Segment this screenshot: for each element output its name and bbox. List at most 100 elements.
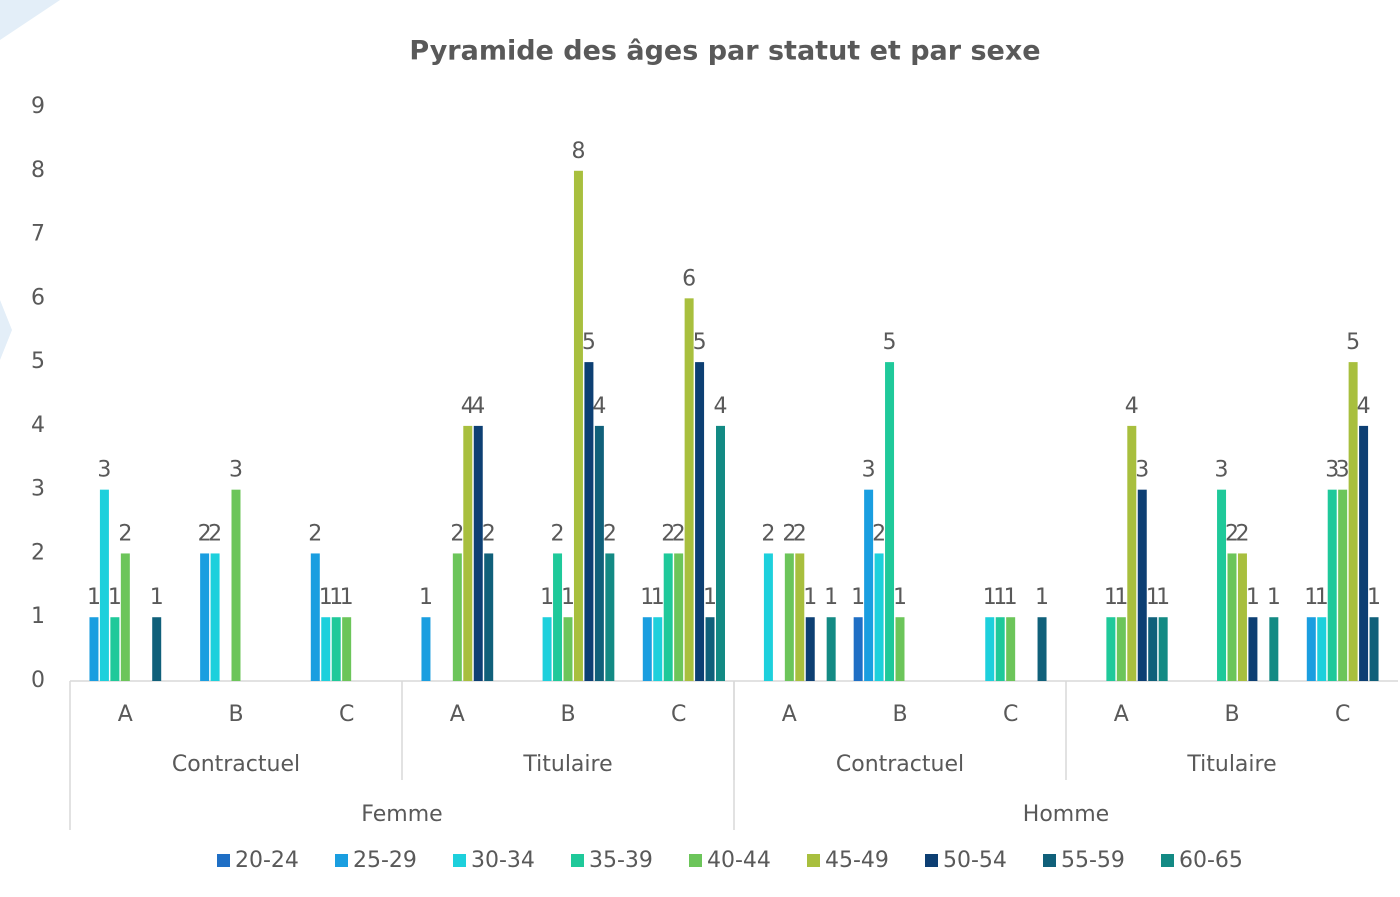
data-label: 2 xyxy=(672,521,686,546)
data-label: 2 xyxy=(761,521,775,546)
bar xyxy=(864,489,874,681)
bar xyxy=(1348,362,1358,681)
bar xyxy=(1148,617,1158,681)
x-tick-label: A xyxy=(450,702,465,727)
decoration xyxy=(0,300,12,360)
legend-label: 35-39 xyxy=(589,848,653,873)
bar xyxy=(1369,617,1379,681)
y-tick-label: 3 xyxy=(31,477,45,502)
data-label: 1 xyxy=(824,585,838,610)
data-label: 5 xyxy=(1346,330,1360,355)
bar xyxy=(874,553,884,681)
data-label: 1 xyxy=(651,585,665,610)
bar xyxy=(895,617,905,681)
legend-swatch xyxy=(1043,854,1056,867)
data-label: 1 xyxy=(1146,585,1160,610)
data-label: 1 xyxy=(540,585,554,610)
data-label: 1 xyxy=(108,585,122,610)
data-label: 1 xyxy=(1315,585,1329,610)
data-label: 1 xyxy=(1304,585,1318,610)
group-label: Titulaire xyxy=(1186,752,1276,777)
bar xyxy=(573,170,583,681)
y-tick-label: 6 xyxy=(31,285,45,310)
bar xyxy=(826,617,836,681)
bar xyxy=(1306,617,1316,681)
data-label: 2 xyxy=(551,521,565,546)
group-label: Contractuel xyxy=(836,752,964,777)
data-label: 2 xyxy=(661,521,675,546)
legend-label: 40-44 xyxy=(707,848,771,873)
data-label: 1 xyxy=(893,585,907,610)
data-label: 1 xyxy=(1004,585,1018,610)
data-label: 4 xyxy=(713,394,727,419)
bar xyxy=(1116,617,1126,681)
bar xyxy=(1217,489,1227,681)
data-label: 3 xyxy=(862,458,876,483)
legend-swatch xyxy=(571,854,584,867)
bar xyxy=(452,553,462,681)
data-label: 4 xyxy=(471,394,485,419)
data-label: 4 xyxy=(461,394,475,419)
bar xyxy=(99,489,109,681)
bar xyxy=(1248,617,1258,681)
bar xyxy=(594,425,604,681)
legend-swatch xyxy=(1161,854,1174,867)
legend-label: 50-54 xyxy=(943,848,1007,873)
data-label: 1 xyxy=(993,585,1007,610)
data-label: 1 xyxy=(87,585,101,610)
bar xyxy=(1327,489,1337,681)
data-label: 1 xyxy=(319,585,333,610)
y-tick-label: 1 xyxy=(31,604,45,629)
data-label: 4 xyxy=(592,394,606,419)
legend-swatch xyxy=(925,854,938,867)
data-label: 3 xyxy=(1135,458,1149,483)
bar xyxy=(1227,553,1237,681)
bar xyxy=(1127,425,1137,681)
data-label: 1 xyxy=(851,585,865,610)
data-label: 4 xyxy=(1357,394,1371,419)
bar xyxy=(853,617,863,681)
supergroup-label: Homme xyxy=(1023,802,1109,827)
bar xyxy=(342,617,352,681)
y-tick-label: 2 xyxy=(31,540,45,565)
data-label: 1 xyxy=(703,585,717,610)
bar xyxy=(1317,617,1327,681)
data-label: 1 xyxy=(640,585,654,610)
bar xyxy=(584,362,594,681)
bar xyxy=(321,617,331,681)
legend-swatch xyxy=(807,854,820,867)
bar xyxy=(642,617,652,681)
x-tick-label: C xyxy=(671,702,686,727)
data-label: 5 xyxy=(883,330,897,355)
bar xyxy=(200,553,210,681)
bar xyxy=(331,617,341,681)
x-tick-label: C xyxy=(1335,702,1350,727)
group-label: Contractuel xyxy=(172,752,300,777)
bar xyxy=(885,362,895,681)
data-label: 3 xyxy=(1215,458,1229,483)
bar xyxy=(716,425,725,681)
bar xyxy=(784,553,794,681)
data-label: 2 xyxy=(118,521,132,546)
data-label: 2 xyxy=(1225,521,1239,546)
supergroup-label: Femme xyxy=(361,802,442,827)
data-label: 1 xyxy=(1267,585,1281,610)
bar xyxy=(1037,617,1047,681)
data-label: 8 xyxy=(571,139,585,164)
data-label: 1 xyxy=(1114,585,1128,610)
bar xyxy=(663,553,673,681)
legend-swatch xyxy=(335,854,348,867)
bar xyxy=(985,617,995,681)
y-tick-label: 5 xyxy=(31,349,45,374)
x-tick-label: B xyxy=(560,702,575,727)
x-tick-label: A xyxy=(1114,702,1129,727)
data-label: 1 xyxy=(329,585,343,610)
data-label: 2 xyxy=(482,521,496,546)
data-label: 1 xyxy=(150,585,164,610)
bar xyxy=(152,617,162,681)
bar xyxy=(210,553,220,681)
bar xyxy=(1006,617,1016,681)
bar xyxy=(110,617,120,681)
bar xyxy=(1158,617,1168,681)
x-tick-label: C xyxy=(339,702,354,727)
